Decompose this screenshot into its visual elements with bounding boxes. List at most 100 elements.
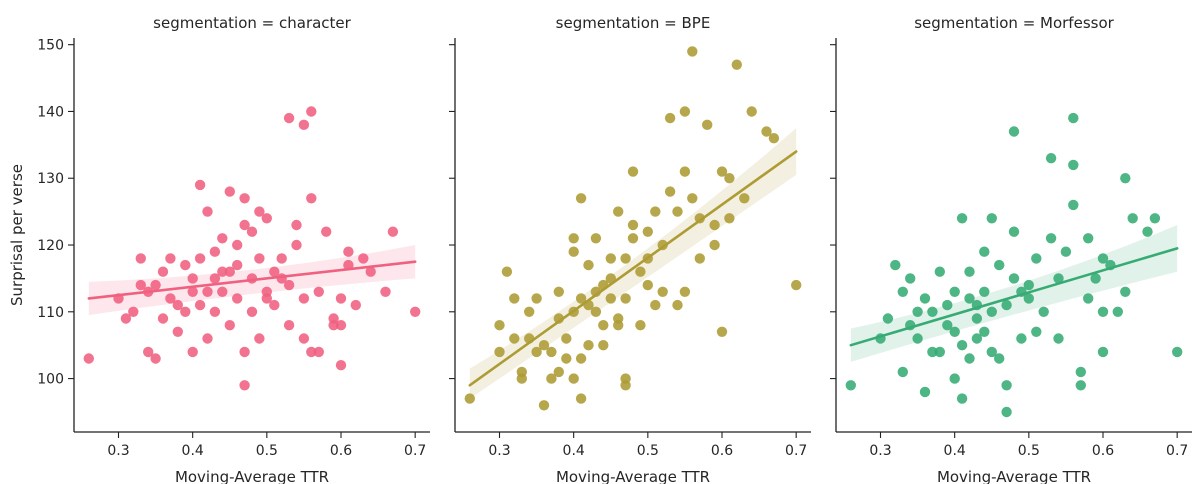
panel-title: segmentation = BPE — [556, 14, 711, 32]
data-point — [613, 206, 624, 217]
data-point — [568, 246, 579, 257]
data-point — [217, 233, 228, 244]
data-point — [187, 346, 198, 358]
data-point — [672, 206, 683, 217]
data-point — [739, 193, 750, 204]
data-point — [1053, 273, 1064, 284]
data-point — [246, 306, 258, 317]
x-tick-label: 0.6 — [330, 443, 352, 459]
data-point — [1001, 299, 1012, 311]
data-point — [716, 166, 728, 177]
data-point — [1001, 406, 1012, 418]
y-tick-label: 150 — [37, 38, 64, 54]
data-point — [150, 279, 161, 291]
data-point — [180, 259, 191, 271]
data-point — [1075, 380, 1087, 391]
data-point — [620, 380, 631, 391]
data-point — [239, 193, 250, 204]
data-point — [716, 326, 728, 337]
data-point — [927, 346, 938, 358]
data-point — [135, 253, 146, 264]
data-point — [165, 293, 176, 304]
data-point — [905, 273, 916, 284]
data-point — [358, 253, 369, 264]
y-axis-label: Surprisal per verse — [8, 164, 26, 306]
panel-3: segmentation = Morfessor 0.3 0.4 0.5 0.6 0.7 M… — [830, 14, 1192, 484]
data-point — [494, 320, 505, 331]
data-point — [494, 346, 505, 358]
data-point — [1031, 253, 1042, 264]
data-point — [1023, 293, 1034, 304]
x-tick-label: 0.5 — [637, 443, 659, 459]
data-point — [202, 333, 213, 344]
data-point — [964, 293, 975, 304]
data-point — [949, 373, 960, 384]
data-point — [276, 253, 287, 264]
data-point — [1172, 346, 1183, 358]
data-point — [1068, 159, 1079, 171]
data-point — [561, 333, 572, 344]
data-point — [635, 320, 646, 331]
data-point — [217, 266, 228, 277]
data-point — [524, 306, 535, 317]
data-point — [546, 373, 557, 384]
data-point — [306, 193, 317, 204]
x-tick-label: 0.7 — [1166, 443, 1188, 459]
data-point — [919, 386, 931, 398]
y-tick-label: 140 — [37, 104, 64, 120]
data-point — [224, 266, 235, 277]
data-point — [165, 253, 176, 264]
data-point — [1053, 333, 1064, 344]
data-point — [709, 219, 720, 231]
panel-title: segmentation = Morfessor — [914, 14, 1114, 32]
data-point — [613, 320, 624, 331]
data-point — [687, 46, 698, 57]
x-axis-label: Moving-Average TTR — [175, 468, 329, 484]
data-point — [949, 326, 960, 337]
data-point — [687, 193, 698, 204]
data-point — [934, 266, 945, 277]
data-point — [254, 253, 265, 264]
data-point — [261, 213, 272, 224]
data-point — [620, 293, 631, 304]
data-point — [657, 286, 668, 297]
data-point — [531, 346, 542, 358]
data-point — [387, 226, 399, 237]
data-point — [150, 353, 161, 364]
data-point — [313, 286, 324, 297]
data-point — [650, 206, 661, 217]
data-point — [291, 219, 302, 231]
data-point — [350, 299, 361, 311]
data-point — [679, 106, 691, 117]
data-point — [501, 266, 513, 277]
data-point — [246, 226, 258, 237]
data-point — [180, 306, 191, 317]
data-point — [986, 213, 997, 224]
data-point — [187, 286, 198, 297]
data-point — [702, 119, 713, 130]
data-point — [1038, 306, 1049, 317]
data-point — [380, 286, 391, 297]
data-point — [912, 306, 923, 317]
data-point — [994, 259, 1005, 271]
data-point — [897, 366, 908, 378]
data-point — [694, 253, 705, 264]
data-point — [298, 119, 310, 130]
data-point — [538, 400, 550, 411]
panel-1: segmentation = character 100 110 120 130 140 1… — [37, 14, 430, 484]
x-tick-label: 0.4 — [944, 443, 966, 459]
data-point — [1097, 346, 1109, 358]
data-point — [283, 320, 295, 331]
data-point — [1120, 173, 1131, 184]
data-point — [254, 206, 265, 217]
data-point — [531, 293, 542, 304]
data-point — [1097, 306, 1109, 317]
data-point — [575, 193, 587, 204]
x-tick-label: 0.4 — [182, 443, 204, 459]
data-point — [298, 333, 310, 344]
regression-line — [87, 260, 417, 300]
data-point — [761, 126, 772, 137]
data-point — [627, 166, 639, 177]
data-point — [509, 333, 520, 344]
x-tick-label: 0.4 — [563, 443, 585, 459]
